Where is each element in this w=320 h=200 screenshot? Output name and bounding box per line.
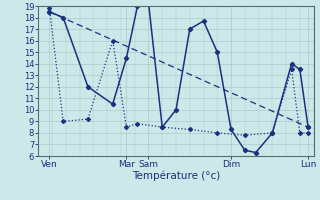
X-axis label: Température (°c): Température (°c) — [132, 171, 220, 181]
